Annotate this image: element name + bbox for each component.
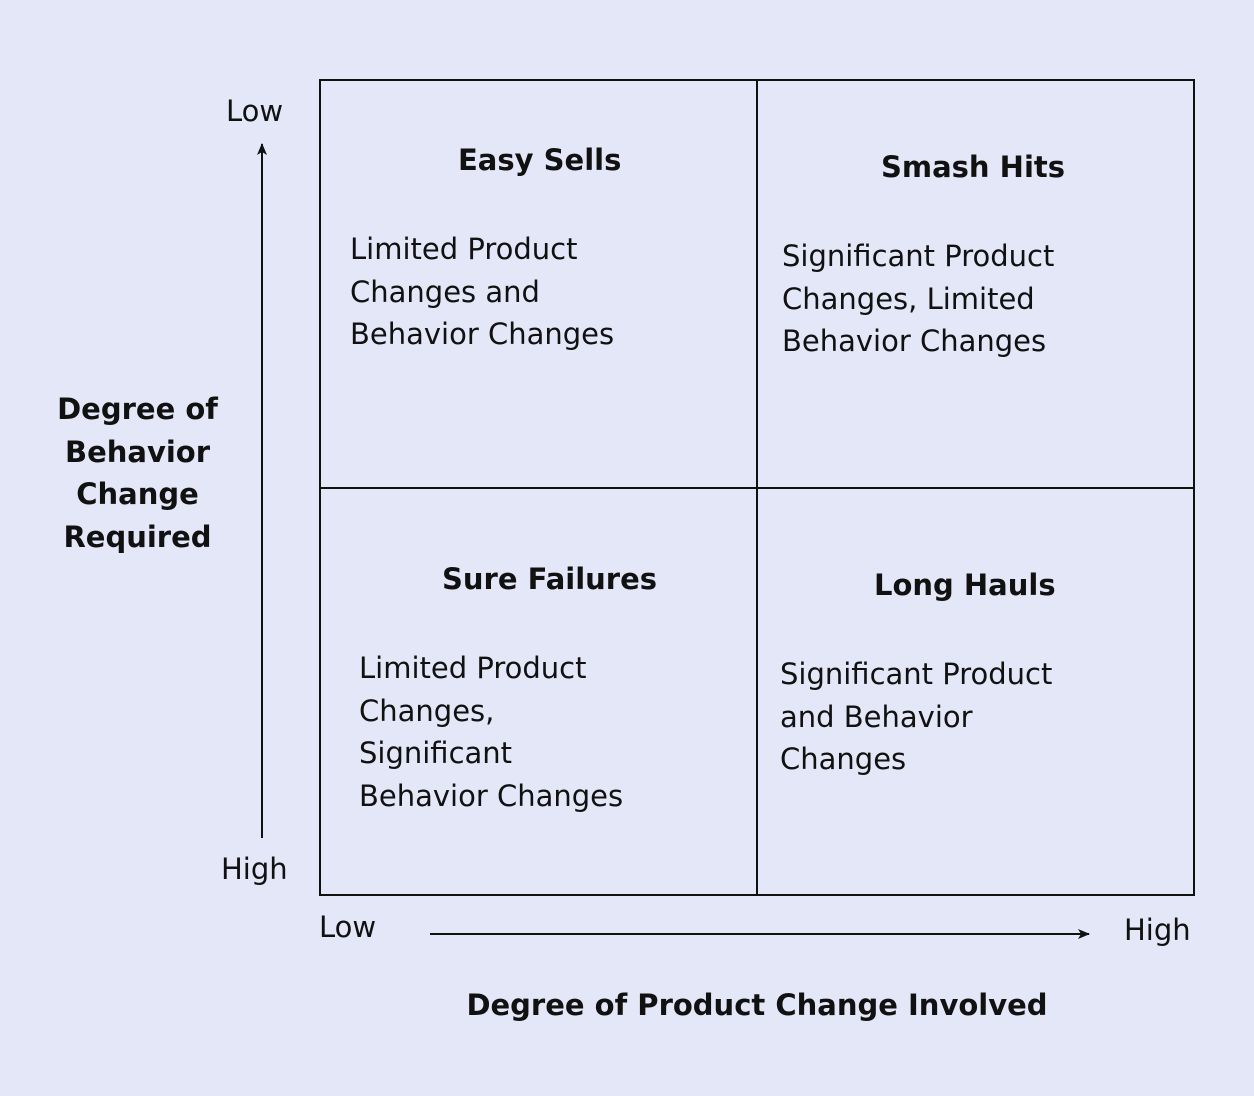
y-axis-low-label: Low: [226, 94, 284, 128]
quadrant-title: Easy Sells: [458, 143, 622, 177]
matrix-horizontal-divider: [319, 487, 1195, 489]
quadrant-title: Sure Failures: [442, 562, 658, 596]
quadrant-title: Long Hauls: [874, 568, 1056, 602]
quadrant-description: Significant Product and Behavior Changes: [780, 657, 1053, 776]
y-axis-title: Degree of Behavior Change Required: [57, 392, 218, 554]
x-axis-low-label: Low: [319, 910, 377, 944]
y-axis-high-label: High: [221, 852, 288, 886]
quadrant-title: Smash Hits: [881, 150, 1066, 184]
quadrant-description: Limited Product Changes and Behavior Cha…: [350, 232, 615, 351]
x-axis-title: Degree of Product Change Involved: [466, 988, 1048, 1022]
x-axis-high-label: High: [1124, 913, 1191, 947]
quadrant-description: Significant Product Changes, Limited Beh…: [782, 239, 1055, 358]
quadrant-description: Limited Product Changes, Significant Beh…: [359, 651, 624, 813]
